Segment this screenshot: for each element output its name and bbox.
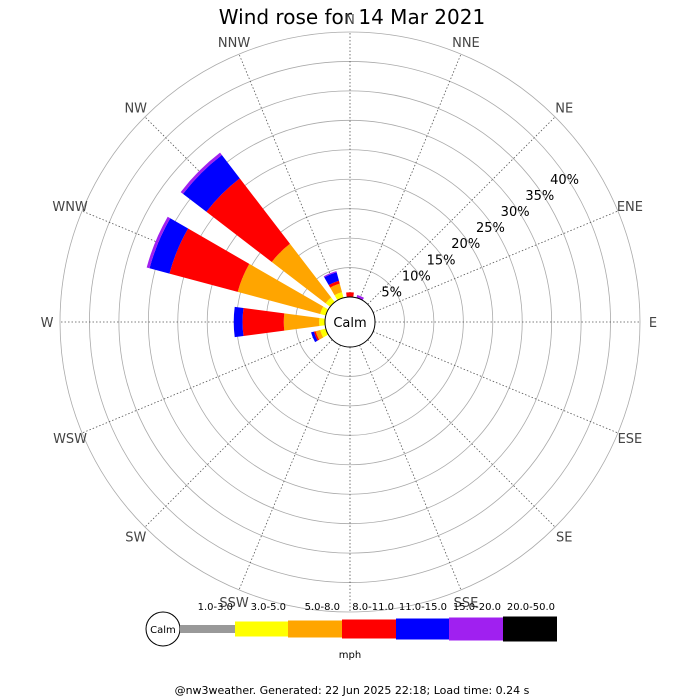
direction-label-nw: NW xyxy=(124,102,147,117)
legend-label: 3.0-5.0 xyxy=(251,602,286,613)
legend-swatch-5.0-8.0 xyxy=(288,620,342,638)
direction-label-nnw: NNW xyxy=(218,36,250,51)
spoke-ne xyxy=(367,116,556,305)
direction-label-ssw: SSW xyxy=(219,596,249,611)
legend-swatch-20.0-50.0 xyxy=(503,616,557,642)
spoke-nne xyxy=(359,53,462,300)
ring-label: 30% xyxy=(501,205,530,220)
ring-label: 10% xyxy=(402,269,431,284)
spoke-nnw xyxy=(238,53,341,300)
bar-w-11.0-15.0 xyxy=(233,306,244,338)
calm-label: Calm xyxy=(333,316,366,331)
bar-wnw-11.0-15.0 xyxy=(149,218,189,274)
direction-label-ene: ENE xyxy=(617,200,643,215)
calm-circle xyxy=(324,296,376,348)
bar-w-5.0-8.0 xyxy=(283,313,320,331)
legend-label: 20.0-50.0 xyxy=(507,602,555,613)
legend-swatch-11.0-15.0 xyxy=(396,618,449,640)
spoke-sse xyxy=(359,344,462,591)
bar-wnw-15.0-20.0 xyxy=(146,216,171,269)
legend-unit: mph xyxy=(339,650,361,661)
direction-label-nne: NNE xyxy=(452,36,480,51)
bar-wsw-5.0-8.0 xyxy=(315,329,324,340)
bar-nw-8.0-11.0 xyxy=(206,178,290,262)
direction-label-sse: SSE xyxy=(454,596,479,611)
bar-w-8.0-11.0 xyxy=(242,307,285,337)
spoke-wnw xyxy=(81,210,328,313)
ring-label: 25% xyxy=(476,221,505,236)
grid xyxy=(59,31,641,613)
ring-label: 15% xyxy=(427,253,456,268)
bar-nnw-5.0-8.0 xyxy=(330,283,343,296)
spoke-se xyxy=(367,339,556,528)
spoke-nw xyxy=(144,116,333,305)
bar-wnw-8.0-11.0 xyxy=(169,228,250,292)
legend-label: 15.0-20.0 xyxy=(453,602,501,613)
bar-nnw-8.0-11.0 xyxy=(328,280,340,288)
spoke-ssw xyxy=(238,344,341,591)
direction-label-se: SE xyxy=(556,530,572,545)
ring-label: 40% xyxy=(550,173,579,188)
direction-label-ese: ESE xyxy=(618,432,643,447)
calm-circle-group: Calm xyxy=(324,296,376,348)
chart-title: Wind rose for 14 Mar 2021 xyxy=(219,5,485,29)
direction-label-n: N xyxy=(345,13,355,28)
ring-label: 20% xyxy=(451,237,480,252)
legend-label: 11.0-15.0 xyxy=(399,602,447,613)
bar-nw-15.0-20.0 xyxy=(180,152,222,194)
bar-nne-15.0-20.0 xyxy=(356,295,364,301)
legend: Calm 1.0-3.0 3.0-5.0 5.0-8.0 8.0-11.0 11.0-15… xyxy=(145,602,557,661)
spoke-ese xyxy=(372,331,619,434)
bar-wsw-8.0-11.0 xyxy=(313,331,320,341)
grid-ring xyxy=(118,90,582,554)
legend-swatch-3.0-5.0 xyxy=(235,621,288,637)
spoke-sw xyxy=(144,339,333,528)
grid-ring xyxy=(147,119,553,525)
legend-swatch-1.0-3.0 xyxy=(180,625,235,633)
spoke-wsw xyxy=(81,331,328,434)
bar-nw-11.0-15.0 xyxy=(182,154,240,212)
direction-labels: NNNENEENEEESESESSESSSWSWWSWWWNWNWNNW xyxy=(41,13,658,634)
legend-label: 1.0-3.0 xyxy=(198,602,233,613)
direction-label-w: W xyxy=(41,316,54,331)
bar-nw-3.0-5.0 xyxy=(325,297,335,307)
grid-ring xyxy=(206,178,494,466)
spoke-ene xyxy=(372,210,619,313)
bar-wsw-11.0-15.0 xyxy=(311,331,318,343)
grid-ring xyxy=(59,31,641,613)
legend-swatch-8.0-11.0 xyxy=(342,619,396,639)
bar-nnw-15.0-20.0 xyxy=(323,271,337,278)
legend-swatch-15.0-20.0 xyxy=(449,617,503,641)
direction-label-wsw: WSW xyxy=(53,432,87,447)
ring-label: 35% xyxy=(525,189,554,204)
direction-label-sw: SW xyxy=(125,530,146,545)
bar-w-3.0-5.0 xyxy=(319,317,326,327)
direction-label-e: E xyxy=(649,316,657,331)
ring-label: 5% xyxy=(381,285,402,300)
legend-label: 8.0-11.0 xyxy=(352,602,394,613)
bar-nnw-11.0-15.0 xyxy=(324,272,339,286)
direction-label-wnw: WNW xyxy=(52,200,88,215)
bar-nw-5.0-8.0 xyxy=(271,243,332,304)
legend-label: 5.0-8.0 xyxy=(305,602,340,613)
footer-text: @nw3weather. Generated: 22 Jun 2025 22:1… xyxy=(175,684,530,697)
legend-calm-label: Calm xyxy=(150,625,176,636)
ring-labels: 5%10%15%20%25%30%35%40% xyxy=(381,173,579,300)
bar-n-8.0-11.0 xyxy=(346,292,354,298)
bar-wnw-5.0-8.0 xyxy=(237,263,324,315)
direction-label-ne: NE xyxy=(555,102,573,117)
bars xyxy=(146,152,364,343)
